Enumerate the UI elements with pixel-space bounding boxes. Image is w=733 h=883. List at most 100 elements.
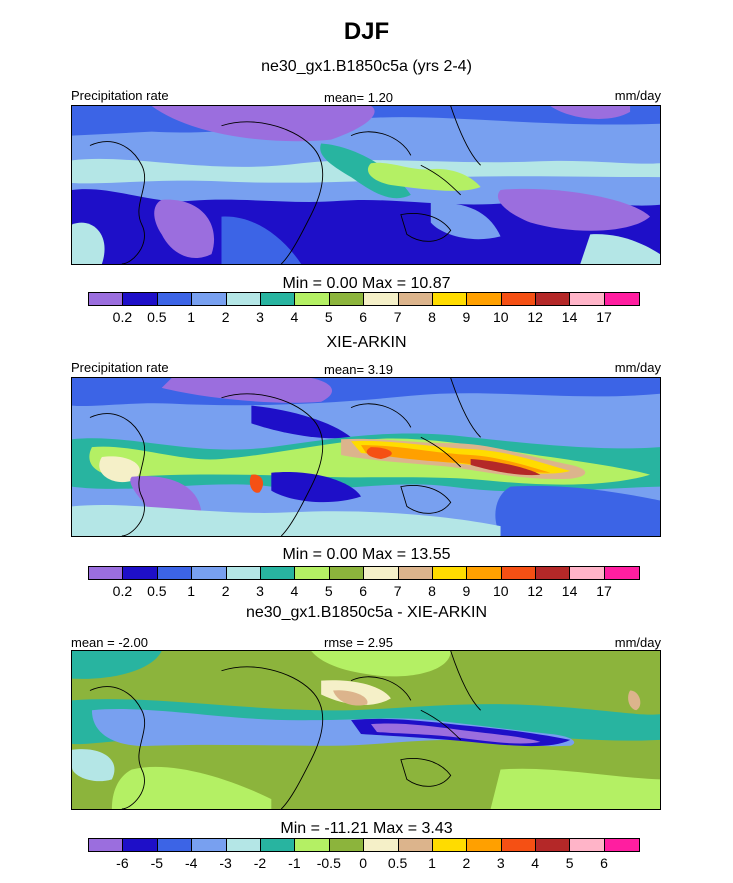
colorbar-tick-label: 8 <box>428 309 436 325</box>
colorbar-tick-label: 4 <box>290 309 299 325</box>
colorbar-swatch <box>89 293 124 305</box>
colorbar-tick-label: -3 <box>219 855 232 871</box>
colorbar-swatch <box>536 293 571 305</box>
colorbar-tick-label: 1 <box>428 855 436 871</box>
colorbar-tick-label: 4 <box>531 855 540 871</box>
colorbar-tick-label: 12 <box>527 309 543 325</box>
colorbar-tick-label: 2 <box>221 583 230 599</box>
colorbar-tick-label: 6 <box>359 583 368 599</box>
panel-2-map <box>71 377 661 537</box>
panel-3-units: mm/day <box>614 635 661 650</box>
contour-field <box>72 106 660 264</box>
coastline <box>89 378 481 536</box>
colorbar-swatch <box>295 567 330 579</box>
colorbar-swatch <box>89 567 124 579</box>
colorbar-swatch <box>260 293 296 305</box>
panel-1-left-label: Precipitation rate <box>71 88 169 103</box>
panel-3-mean: mean = -2.00 <box>71 635 148 650</box>
colorbar-tick-label: 14 <box>561 309 578 325</box>
colorbar-swatch <box>467 839 502 851</box>
colorbar-swatch <box>226 839 261 851</box>
colorbar-swatch <box>398 839 433 851</box>
colorbar-swatch <box>501 293 537 305</box>
colorbar-tick-label: 7 <box>393 309 402 325</box>
colorbar-swatch <box>432 293 468 305</box>
colorbar-swatch <box>432 567 468 579</box>
colorbar-tick-label: 8 <box>428 583 436 599</box>
panel-2-mean: mean= 3.19 <box>324 362 394 377</box>
colorbar-swatch <box>260 839 296 851</box>
colorbar-swatch <box>89 839 124 851</box>
panel-3-stats: Min = -11.21 Max = 3.43 <box>280 820 453 837</box>
colorbar-tick-label: 1 <box>187 309 196 325</box>
colorbar-swatch <box>123 567 158 579</box>
colorbar-tick-label: 0.5 <box>147 309 167 325</box>
colorbar-swatch <box>467 293 502 305</box>
contour-field <box>72 378 660 536</box>
colorbar-swatch <box>295 839 330 851</box>
panel-1-colorbar <box>88 292 641 306</box>
colorbar-swatch <box>432 839 468 851</box>
colorbar-swatch <box>329 839 365 851</box>
colorbar-swatch <box>123 839 158 851</box>
colorbar-tick-label: 10 <box>493 309 509 325</box>
colorbar-tick-label: 0.5 <box>147 583 167 599</box>
colorbar-tick-label: 14 <box>561 583 578 599</box>
panel-1-units: mm/day <box>614 88 661 103</box>
panel-2-stats: Min = 0.00 Max = 13.55 <box>282 546 451 563</box>
colorbar-swatch <box>501 567 537 579</box>
colorbar-swatch <box>501 839 537 851</box>
panel-2-left-label: Precipitation rate <box>71 360 169 375</box>
colorbar-tick-label: 12 <box>527 583 543 599</box>
colorbar-swatch <box>536 567 571 579</box>
colorbar-tick-label: 5 <box>324 309 333 325</box>
panel-2-subtitle: XIE-ARKIN <box>326 334 407 351</box>
coastline <box>89 651 481 809</box>
colorbar-swatch <box>329 293 365 305</box>
panel-3-rmse: rmse = 2.95 <box>324 635 394 650</box>
colorbar-swatch <box>364 293 399 305</box>
colorbar-tick-label: 9 <box>462 583 471 599</box>
colorbar-tick-label: 0.5 <box>387 855 408 871</box>
colorbar-tick-label: -6 <box>116 855 129 871</box>
colorbar-swatch <box>157 839 193 851</box>
colorbar-swatch <box>157 567 193 579</box>
panel-2-units: mm/day <box>614 360 661 375</box>
panel-3-map <box>71 650 661 810</box>
colorbar-tick-label: 9 <box>462 309 471 325</box>
colorbar-tick-label: 7 <box>393 583 402 599</box>
colorbar-swatch <box>570 293 605 305</box>
colorbar-tick-label: 6 <box>359 309 368 325</box>
colorbar-tick-label: -5 <box>150 855 164 871</box>
colorbar-tick-label: 6 <box>600 855 608 871</box>
colorbar-tick-label: 5 <box>324 583 333 599</box>
colorbar-swatch <box>192 567 227 579</box>
colorbar-swatch <box>329 567 365 579</box>
panel-1-stats: Min = 0.00 Max = 10.87 <box>282 275 451 292</box>
colorbar-tick-label: 17 <box>596 309 612 325</box>
colorbar-tick-label: 2 <box>221 309 230 325</box>
colorbar-swatch <box>604 567 640 579</box>
colorbar-swatch <box>192 839 227 851</box>
colorbar-tick-label: 3 <box>496 855 505 871</box>
colorbar-tick-label: 0 <box>359 855 368 871</box>
colorbar-tick-label: 4 <box>290 583 299 599</box>
colorbar-swatch <box>364 839 399 851</box>
colorbar-tick-label: -0.5 <box>316 855 341 871</box>
panel-3-subtitle: ne30_gx1.B1850c5a - XIE-ARKIN <box>245 604 488 621</box>
colorbar-tick-label: 0.2 <box>112 309 133 325</box>
contour-field <box>72 651 660 809</box>
colorbar-swatch <box>604 293 640 305</box>
figure-title: DJF <box>343 18 390 45</box>
colorbar-swatch <box>226 567 261 579</box>
colorbar-swatch <box>226 293 261 305</box>
colorbar-swatch <box>536 839 571 851</box>
colorbar-swatch <box>467 567 502 579</box>
colorbar-swatch <box>570 567 605 579</box>
colorbar-tick-label: -4 <box>184 855 198 871</box>
colorbar-tick-label: 0.2 <box>112 583 133 599</box>
panel-1-map <box>71 105 661 265</box>
colorbar-tick-label: 17 <box>596 583 612 599</box>
colorbar-tick-label: -2 <box>253 855 267 871</box>
panel-1-mean: mean= 1.20 <box>324 90 394 105</box>
